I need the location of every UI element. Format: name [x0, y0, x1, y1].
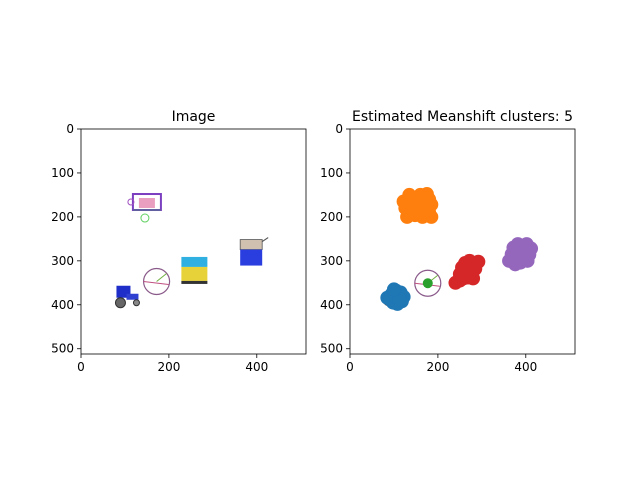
cluster-point	[452, 273, 467, 288]
y-tick-label: 100	[51, 166, 74, 180]
y-tick-label: 100	[320, 166, 343, 180]
box-body	[181, 266, 208, 281]
chart-title: Image	[172, 109, 216, 125]
cart-body	[240, 249, 263, 266]
plot-area	[350, 129, 575, 354]
y-tick-label: 400	[51, 298, 74, 312]
axes-frame	[80, 128, 307, 355]
y-tick-label: 500	[51, 342, 74, 356]
cluster-point	[509, 250, 524, 265]
x-tick-label: 200	[157, 360, 180, 374]
cluster-point	[400, 209, 415, 224]
y-tick-label: 400	[320, 298, 343, 312]
y-tick-label: 300	[320, 254, 343, 268]
box-base	[181, 280, 208, 284]
x-tick-label: 0	[77, 360, 85, 374]
pink-machine-icon	[127, 193, 162, 223]
cluster-point	[520, 253, 535, 268]
plot-area	[81, 129, 306, 354]
x-tick-label: 400	[514, 360, 537, 374]
chart-title: Estimated Meanshift clusters: 5	[352, 109, 573, 125]
tractor-body	[126, 293, 139, 300]
blue-cart-icon	[239, 237, 269, 266]
x-tick-label: 400	[245, 360, 268, 374]
y-tick-label: 300	[51, 254, 74, 268]
y-tick-label: 0	[66, 122, 74, 136]
yellow-box-icon	[181, 256, 208, 284]
y-tick-label: 0	[335, 122, 343, 136]
cluster-point	[424, 209, 439, 224]
machine-knob	[127, 198, 135, 206]
y-tick-label: 200	[51, 210, 74, 224]
machine-ring	[140, 213, 150, 223]
tractor-wheel	[132, 299, 140, 307]
cluster-point	[422, 278, 433, 289]
x-tick-label: 0	[346, 360, 354, 374]
cart-top	[239, 239, 263, 250]
y-tick-label: 200	[320, 210, 343, 224]
cart-handle	[261, 237, 269, 243]
gauge-needle	[143, 280, 169, 285]
x-tick-label: 200	[426, 360, 449, 374]
cluster-point	[466, 271, 481, 286]
meanshift-panel: Estimated Meanshift clusters: 5 0 200 400 0 1…	[320, 109, 576, 374]
circle-gauge-icon	[142, 267, 171, 296]
box-top	[181, 256, 208, 267]
image-panel: Image 0 200 400 0 100 200 300 400 500	[51, 109, 307, 374]
y-tick-label: 500	[320, 342, 343, 356]
axes-frame	[349, 128, 576, 355]
gauge-needle	[156, 273, 167, 282]
machine-panel	[138, 198, 155, 209]
tractor-wheel	[114, 297, 126, 309]
blue-tractor-icon	[114, 285, 140, 309]
cluster-point	[386, 282, 401, 297]
